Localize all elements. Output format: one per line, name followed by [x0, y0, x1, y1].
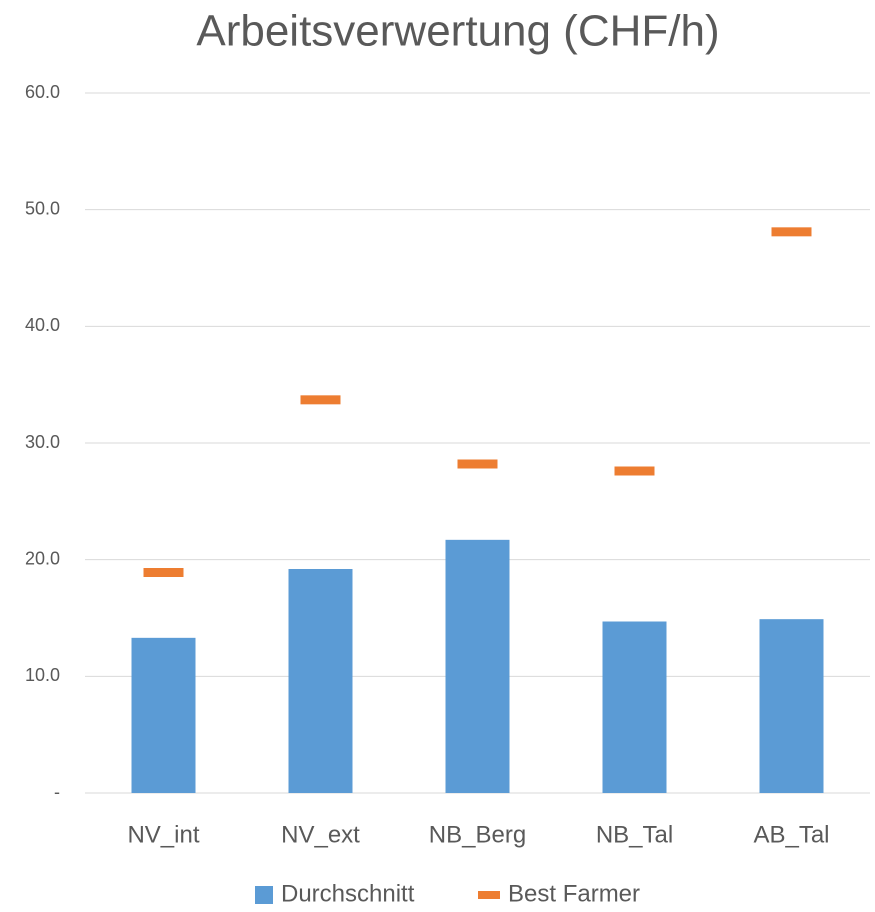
- x-tick-label: NB_Tal: [596, 821, 673, 848]
- y-tick-label: 10.0: [25, 665, 60, 685]
- y-tick-label: 40.0: [25, 315, 60, 335]
- bar: [131, 637, 196, 793]
- y-tick-label: 30.0: [25, 432, 60, 452]
- y-tick-label: 50.0: [25, 198, 60, 218]
- legend-swatch: [478, 891, 500, 899]
- y-tick-label: 60.0: [25, 82, 60, 102]
- dash-marker: [143, 568, 184, 577]
- x-tick-label: AB_Tal: [753, 821, 829, 848]
- legend-swatch: [255, 886, 273, 904]
- dash-marker: [771, 227, 812, 237]
- dash-marker: [457, 459, 498, 469]
- x-tick-label: NV_ext: [281, 821, 360, 848]
- dash-marker: [614, 466, 655, 476]
- y-tick-label: 20.0: [25, 548, 60, 568]
- chart-title: Arbeitsverwertung (CHF/h): [196, 7, 719, 56]
- bar: [759, 619, 824, 793]
- bar: [445, 539, 510, 793]
- bar: [602, 621, 667, 793]
- x-tick-label: NB_Berg: [429, 821, 526, 848]
- legend-label: Best Farmer: [508, 880, 640, 907]
- bar: [288, 569, 353, 793]
- dash-marker: [300, 395, 341, 405]
- legend-label: Durchschnitt: [281, 880, 415, 907]
- x-tick-label: NV_int: [127, 821, 199, 848]
- y-tick-label: -: [54, 782, 60, 802]
